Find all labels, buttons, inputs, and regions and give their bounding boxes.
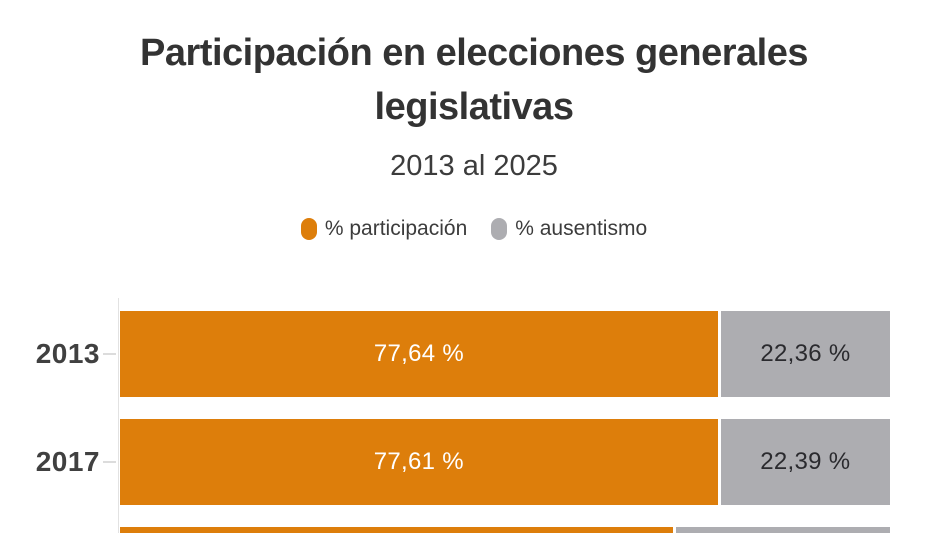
bar-track: 77,64 % 22,36 % bbox=[120, 311, 890, 397]
bar-row-partial bbox=[0, 527, 948, 533]
legend-label-participacion: % participación bbox=[324, 217, 468, 240]
participacion-bar-segment[interactable]: 77,61 % bbox=[120, 419, 718, 505]
ausentismo-bar-segment[interactable] bbox=[675, 527, 890, 533]
ausentismo-value-label: 22,39 % bbox=[760, 448, 851, 475]
axis-tick bbox=[103, 461, 116, 463]
legend: % participación % ausentismo bbox=[0, 217, 948, 241]
bar-track bbox=[120, 527, 890, 533]
year-label: 2013 bbox=[35, 338, 100, 369]
axis-tick bbox=[103, 353, 116, 355]
bar-row-2013: 2013 77,64 % 22,36 % bbox=[0, 311, 948, 397]
y-axis-line bbox=[118, 298, 119, 533]
chart-header: Participación en elecciones generales le… bbox=[0, 0, 948, 183]
legend-item-ausentismo[interactable]: % ausentismo bbox=[491, 217, 647, 241]
participacion-swatch-icon bbox=[300, 218, 317, 240]
year-label bbox=[0, 527, 100, 533]
chart-subtitle: 2013 al 2025 bbox=[390, 150, 558, 182]
participacion-bar-segment[interactable] bbox=[120, 527, 673, 533]
participacion-value-label: 77,61 % bbox=[373, 448, 464, 475]
bar-row-2017: 2017 77,61 % 22,39 % bbox=[0, 419, 948, 505]
page-title: Participación en elecciones generales le… bbox=[140, 32, 808, 128]
bar-track: 77,61 % 22,39 % bbox=[120, 419, 890, 505]
ausentismo-bar-segment[interactable]: 22,39 % bbox=[720, 419, 890, 505]
legend-item-participacion[interactable]: % participación bbox=[300, 217, 468, 241]
participacion-value-label: 77,64 % bbox=[373, 340, 464, 367]
year-label: 2017 bbox=[35, 446, 100, 477]
legend-label-ausentismo: % ausentismo bbox=[515, 217, 648, 240]
ausentismo-value-label: 22,36 % bbox=[760, 340, 851, 367]
ausentismo-swatch-icon bbox=[491, 218, 508, 240]
ausentismo-bar-segment[interactable]: 22,36 % bbox=[720, 311, 890, 397]
participacion-bar-segment[interactable]: 77,64 % bbox=[120, 311, 718, 397]
